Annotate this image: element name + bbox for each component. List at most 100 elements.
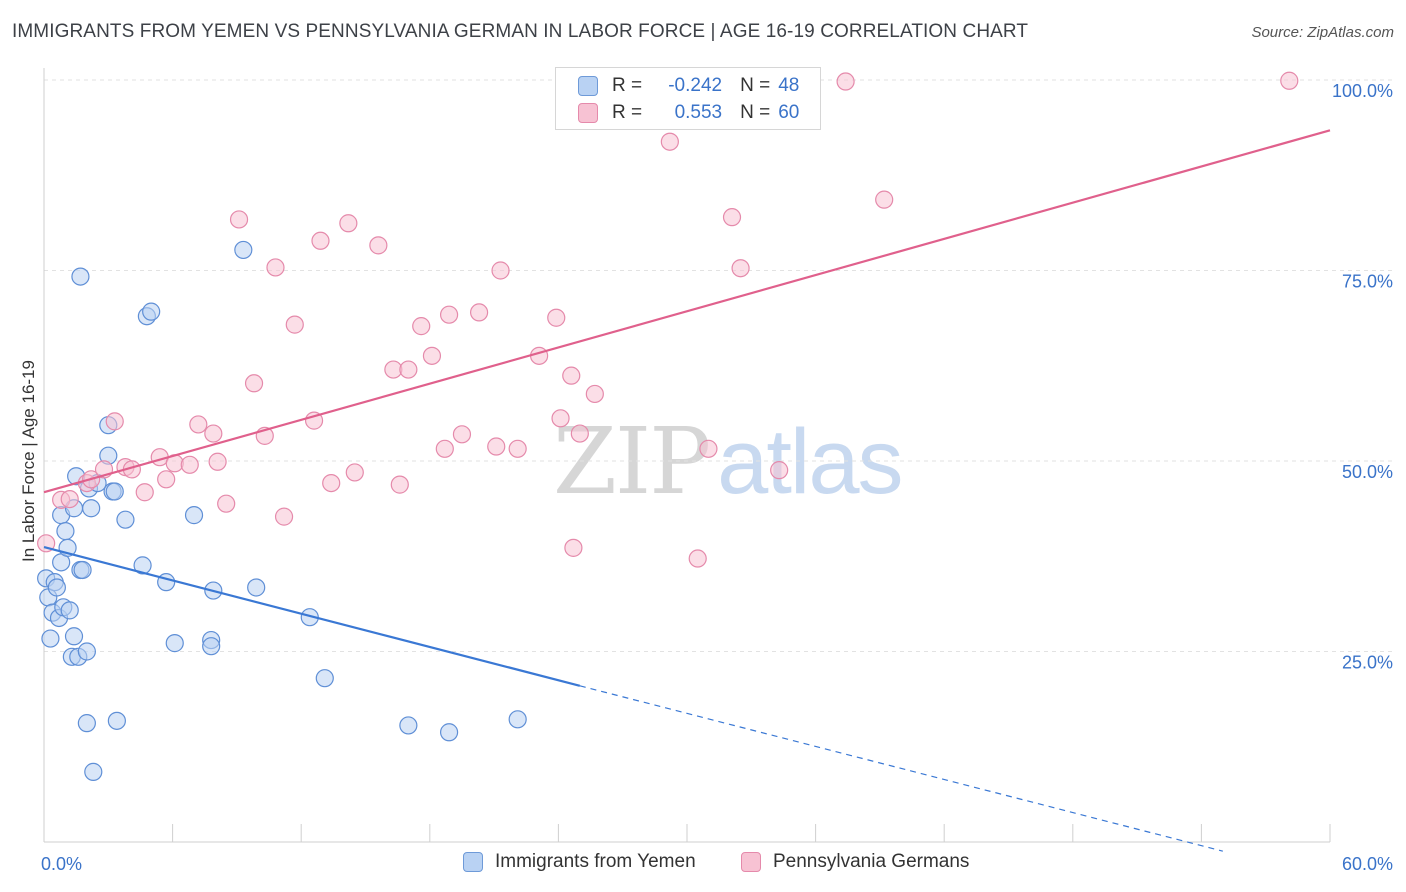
stats-n-value: 60 (778, 102, 800, 123)
data-point (551, 409, 570, 428)
data-point (722, 208, 742, 227)
data-point (660, 132, 679, 151)
stats-r-value: -0.242 (668, 75, 723, 96)
data-point (274, 507, 294, 526)
trend-line (43, 129, 1331, 494)
trend-line-extension (579, 685, 1223, 852)
data-point (315, 669, 334, 688)
data-point (60, 490, 79, 509)
trend-line (43, 546, 581, 687)
data-point (107, 711, 126, 730)
x-tick-label: 0.0% (41, 854, 82, 874)
data-point (133, 556, 152, 575)
data-point (77, 714, 96, 733)
data-point (469, 303, 489, 322)
stats-n-label: N = (740, 102, 771, 123)
data-point (217, 494, 236, 513)
data-point (208, 452, 227, 471)
data-point (202, 637, 221, 656)
data-point (564, 538, 583, 557)
data-point (562, 366, 581, 385)
stats-n-value: 48 (778, 75, 800, 96)
watermark-atlas: atlas (717, 411, 903, 513)
watermark: ZIPatlas (553, 408, 904, 515)
data-point (731, 259, 750, 278)
stats-swatch-pennsylvania (578, 103, 598, 123)
data-point (135, 483, 154, 502)
data-point (399, 716, 418, 735)
data-point (116, 510, 135, 529)
data-point (234, 240, 253, 260)
data-point (875, 190, 894, 209)
data-point (345, 463, 364, 482)
y-tick-label: 100.0% (1332, 81, 1393, 101)
x-tick-label: 60.0% (1342, 854, 1393, 874)
data-point (247, 578, 266, 597)
data-point (64, 627, 84, 646)
data-point (508, 439, 527, 458)
data-point (322, 473, 341, 493)
data-point (71, 267, 90, 286)
data-point (37, 534, 56, 553)
stats-r-label: R = (612, 75, 643, 96)
data-point (311, 231, 330, 250)
stats-n-label: N = (740, 75, 771, 96)
data-point (157, 470, 176, 489)
data-point (570, 424, 589, 443)
legend-label-pennsylvania: Pennsylvania Germans (773, 851, 970, 872)
data-point (266, 258, 285, 277)
data-point (530, 346, 549, 365)
data-point (412, 317, 431, 336)
legend-label-yemen: Immigrants from Yemen (495, 851, 696, 872)
data-point (508, 710, 527, 729)
data-point (439, 305, 459, 324)
stats-row-yemen: R = -0.242 N = 48 (578, 73, 799, 99)
data-point (836, 72, 855, 91)
data-point (452, 425, 472, 444)
data-point (82, 499, 101, 518)
data-point (84, 762, 103, 781)
data-point (487, 437, 506, 456)
data-point (439, 723, 459, 742)
data-point (688, 549, 707, 568)
data-point (244, 374, 264, 393)
data-point (339, 214, 358, 233)
data-point (369, 236, 388, 255)
data-point (41, 629, 60, 648)
data-point (60, 601, 79, 620)
data-point (165, 634, 184, 653)
data-point (105, 412, 124, 431)
legend-item-yemen[interactable]: Immigrants from Yemen (463, 851, 696, 873)
data-point (491, 261, 510, 280)
data-point (585, 384, 604, 404)
data-point (435, 439, 454, 458)
data-point (547, 308, 566, 327)
stats-r-value: 0.553 (674, 102, 723, 123)
chart-title: IMMIGRANTS FROM YEMEN VS PENNSYLVANIA GE… (12, 21, 1029, 42)
legend-swatch-yemen (463, 852, 483, 872)
stats-swatch-yemen (578, 76, 598, 96)
data-point (73, 560, 92, 580)
legend-swatch-pennsylvania (741, 852, 761, 872)
data-point (56, 522, 75, 541)
y-tick-label: 75.0% (1342, 272, 1393, 292)
data-point (77, 642, 96, 661)
data-point (180, 455, 199, 474)
data-point (770, 461, 789, 480)
stats-legend: R = -0.242 N = 48 R = 0.553 N = 60 (555, 67, 821, 130)
data-point (105, 482, 124, 501)
stats-row-pennsylvania: R = 0.553 N = 60 (578, 100, 799, 126)
data-point (47, 578, 66, 597)
chart-source: Source: ZipAtlas.com (1251, 24, 1394, 41)
data-point (699, 439, 718, 458)
data-point (204, 424, 223, 443)
data-point (285, 315, 304, 334)
data-point (1280, 71, 1299, 90)
y-tick-label: 50.0% (1342, 462, 1393, 482)
data-point (189, 415, 208, 434)
legend-item-pennsylvania[interactable]: Pennsylvania Germans (741, 851, 969, 873)
data-point (399, 360, 418, 379)
data-point (184, 506, 204, 525)
y-axis-label: In Labor Force | Age 16-19 (19, 360, 38, 562)
